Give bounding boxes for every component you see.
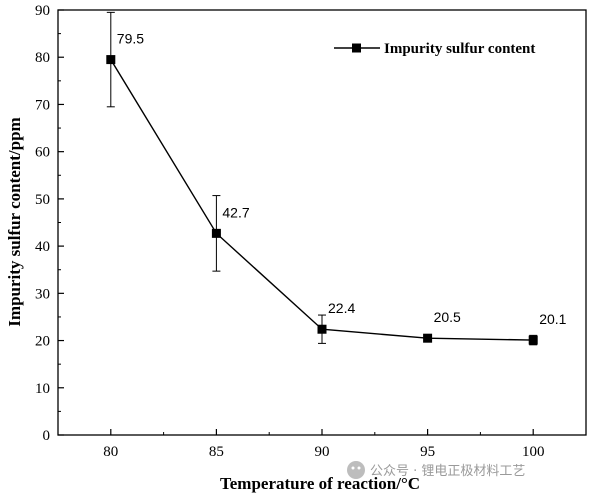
legend-label: Impurity sulfur content (384, 41, 535, 57)
watermark-text: 公众号 · 锂电正极材料工艺 (370, 464, 525, 479)
data-label: 22.4 (328, 300, 355, 316)
x-tick-label: 80 (103, 444, 118, 460)
x-tick-label: 90 (315, 444, 330, 460)
data-point (423, 333, 433, 343)
y-tick-label: 40 (35, 239, 50, 255)
x-tick-label: 95 (420, 444, 435, 460)
plot-frame (57, 9, 587, 436)
data-label: 20.5 (434, 309, 461, 325)
y-tick-label: 80 (35, 50, 50, 66)
y-tick-label: 60 (35, 145, 50, 161)
y-axis-title: Impurity sulfur content/ppm (5, 117, 24, 326)
y-tick-label: 50 (35, 192, 50, 208)
data-point (106, 55, 116, 65)
y-tick-label: 30 (35, 286, 50, 302)
data-point (317, 324, 327, 334)
y-tick-label: 0 (43, 428, 51, 444)
y-tick-label: 10 (35, 381, 50, 397)
x-tick-label: 100 (522, 444, 545, 460)
legend: Impurity sulfur content (334, 41, 535, 57)
x-tick-label: 85 (209, 444, 224, 460)
data-point (528, 335, 538, 345)
series-line (110, 59, 534, 341)
data-label: 42.7 (222, 204, 249, 220)
y-tick-label: 20 (35, 334, 50, 350)
data-point (211, 228, 221, 238)
legend-marker (352, 43, 361, 53)
data-label: 20.1 (539, 311, 566, 327)
y-tick-label: 90 (35, 3, 50, 19)
y-tick-label: 70 (35, 97, 50, 113)
data-label: 79.5 (117, 31, 144, 47)
x-axis-title: Temperature of reaction/°C (220, 474, 420, 493)
plot-layer: 0 10 20 30 40 50 60 70 80 90 80 85 90 95 100 79.5 42.7 22… (35, 3, 587, 460)
wechat-icon (347, 461, 365, 479)
watermark: 公众号 · 锂电正极材料工艺 (347, 461, 525, 479)
